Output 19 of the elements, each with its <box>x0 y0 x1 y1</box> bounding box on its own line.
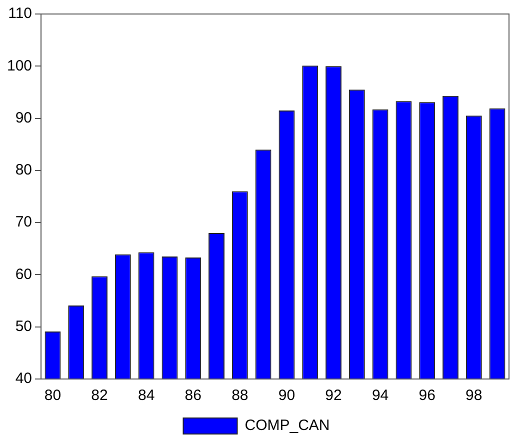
y-tick-label: 100 <box>6 57 32 74</box>
y-tick-label: 110 <box>8 5 32 22</box>
x-tick-label: 92 <box>325 387 342 404</box>
y-tick-label: 60 <box>15 266 32 283</box>
legend-label: COMP_CAN <box>244 417 330 434</box>
y-tick-label: 90 <box>15 109 32 126</box>
x-tick-label: 80 <box>44 387 62 404</box>
x-tick-label: 82 <box>91 387 108 404</box>
x-tick-label: 88 <box>232 387 248 404</box>
x-tick-label: 96 <box>418 387 436 404</box>
y-tick-label: 80 <box>15 162 32 179</box>
y-tick-label: 40 <box>15 370 32 388</box>
x-tick-label: 86 <box>184 387 202 404</box>
y-tick-label: 70 <box>15 214 32 231</box>
y-tick-label: 50 <box>15 318 32 335</box>
x-tick-label: 94 <box>372 387 389 404</box>
x-tick-label: 84 <box>138 387 155 404</box>
x-tick-label: 98 <box>466 387 482 404</box>
x-tick-label: 90 <box>278 387 296 404</box>
